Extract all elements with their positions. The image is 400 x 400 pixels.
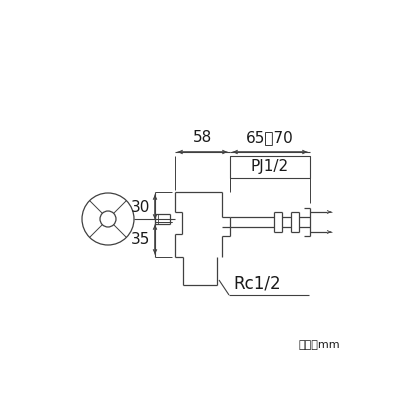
Text: 35: 35 [131, 232, 150, 247]
Text: 65～70: 65～70 [246, 130, 294, 145]
Text: 単位：mm: 単位：mm [298, 340, 340, 350]
Text: Rc1/2: Rc1/2 [233, 275, 281, 293]
Text: 30: 30 [131, 200, 150, 214]
Text: 58: 58 [193, 130, 212, 145]
Text: PJ1/2: PJ1/2 [251, 160, 289, 174]
Bar [230, 156, 310, 178]
